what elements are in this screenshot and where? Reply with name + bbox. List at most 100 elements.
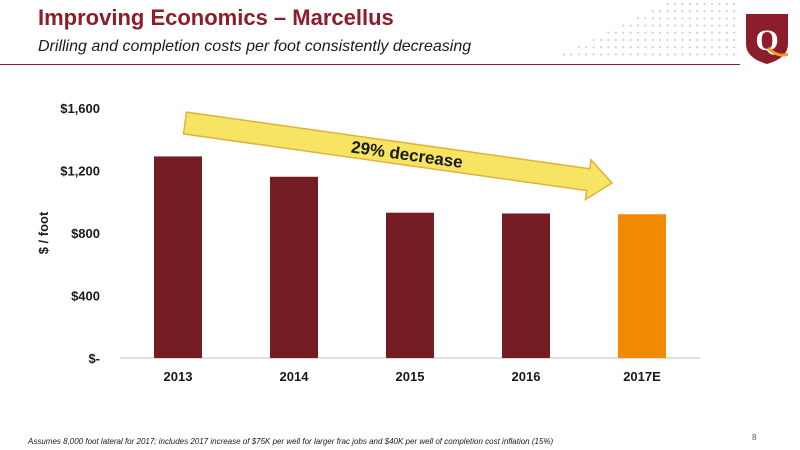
decorative-dot [710, 31, 714, 34]
logo-letter: Q [755, 24, 778, 57]
decorative-dot [651, 38, 654, 42]
decorative-dot [703, 31, 706, 34]
bar-2013 [154, 156, 202, 358]
decorative-dot [696, 10, 699, 13]
decorative-dot [673, 24, 677, 27]
decorative-dot [666, 31, 669, 34]
decorative-dot [718, 2, 721, 6]
decorative-dot [651, 31, 654, 34]
decorative-dot [733, 24, 736, 27]
trend-arrow: 29% decrease [182, 111, 614, 201]
decorative-dot [733, 38, 736, 42]
decorative-dot [733, 46, 736, 49]
decorative-dot [659, 31, 662, 34]
decorative-dot [703, 38, 706, 42]
decorative-dot [688, 31, 691, 34]
decorative-dot [585, 53, 588, 56]
decorative-dot [607, 38, 610, 42]
decorative-dot [681, 10, 684, 13]
decorative-dot [718, 53, 721, 56]
decorative-dot [703, 17, 706, 20]
decorative-dot [681, 24, 684, 27]
decorative-dot [725, 24, 728, 27]
decorative-dot [636, 17, 640, 20]
decorative-dot [614, 53, 617, 56]
decorative-dot [659, 46, 662, 49]
decorative-dot [681, 17, 684, 20]
decorative-dot [607, 53, 610, 56]
decorative-dot [592, 53, 595, 56]
y-tick-label: $400 [71, 289, 100, 304]
decorative-dot [577, 53, 580, 56]
decorative-dot [614, 46, 617, 49]
decorative-dot [696, 31, 699, 34]
decorative-dot [718, 46, 721, 49]
decorative-dot [570, 53, 573, 56]
arrow-shape [182, 111, 614, 201]
decorative-dot [629, 38, 632, 42]
decorative-dot [659, 24, 662, 27]
decorative-dot [703, 24, 706, 27]
bar-2015 [386, 212, 434, 358]
page-number: 8 [752, 433, 757, 442]
decorative-dot [681, 2, 684, 6]
decorative-dot [688, 46, 691, 49]
decorative-dot [718, 10, 721, 13]
decorative-dot [666, 38, 669, 42]
decorative-dot [659, 17, 662, 20]
decorative-dot [710, 53, 714, 56]
decorative-dot [710, 38, 714, 42]
decorative-dot [733, 17, 736, 20]
decorative-dot [622, 53, 625, 56]
decorative-dot [673, 17, 677, 20]
y-tick-label: $1,200 [60, 164, 100, 179]
decorative-dot [629, 31, 632, 34]
decorative-dot [703, 53, 706, 56]
decorative-dot [636, 31, 640, 34]
company-logo: Q [746, 14, 789, 64]
decorative-dot [614, 38, 617, 42]
decorative-dot [636, 24, 640, 27]
decorative-dot [725, 10, 728, 13]
decorative-dot [622, 31, 625, 34]
decorative-dot [651, 46, 654, 49]
decorative-dot [710, 10, 714, 13]
decorative-dot [599, 46, 603, 49]
decorative-dot [607, 46, 610, 49]
decorative-dot [599, 53, 603, 56]
decorative-dot [696, 53, 699, 56]
decorative-dot [644, 31, 647, 34]
decorative-dot [629, 24, 632, 27]
decorative-dot [673, 38, 677, 42]
decorative-dot [673, 46, 677, 49]
slide-title: Improving Economics – Marcellus [38, 5, 394, 30]
decorative-dot [733, 2, 736, 6]
decorative-dot [666, 24, 669, 27]
decorative-dot [718, 38, 721, 42]
decorative-dot [688, 53, 691, 56]
decorative-dot [636, 38, 640, 42]
x-tick-label: 2013 [164, 369, 193, 384]
header-divider [0, 64, 740, 65]
decorative-dot [681, 38, 684, 42]
footnote: Assumes 8,000 foot lateral for 2017; inc… [28, 437, 554, 446]
decorative-dot [733, 53, 736, 56]
decorative-dot [644, 46, 647, 49]
decorative-dot [659, 10, 662, 13]
logo-accent [766, 46, 789, 57]
decorative-dot [592, 46, 595, 49]
decorative-dot [725, 53, 728, 56]
decorative-dot [696, 17, 699, 20]
decorative-dot [733, 31, 736, 34]
decorative-dot [725, 46, 728, 49]
decorative-dot [688, 2, 691, 6]
decorative-dot [725, 17, 728, 20]
decorative-dot [666, 17, 669, 20]
decorative-dot [696, 46, 699, 49]
decorative-dot [725, 38, 728, 42]
decorative-dot [577, 46, 580, 49]
bar-2016 [502, 213, 550, 358]
decorative-dot [622, 38, 625, 42]
decorative-dot [651, 53, 654, 56]
decorative-dot [666, 46, 669, 49]
